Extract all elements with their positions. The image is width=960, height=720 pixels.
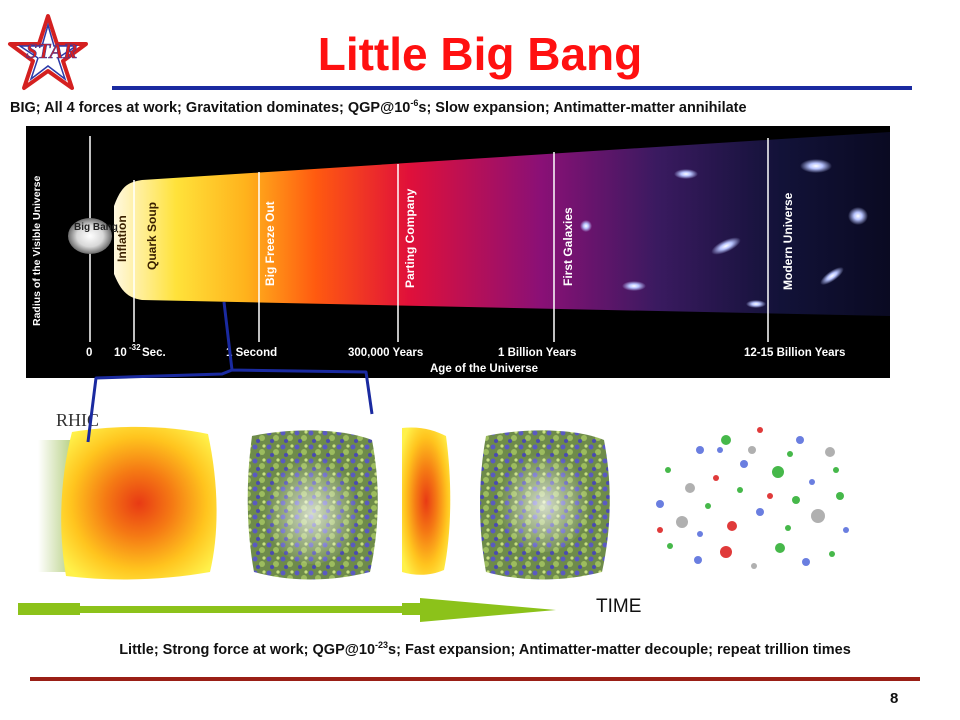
time-arrow-head-icon [420,598,556,622]
little-bang-summary: Little; Strong force at work; QGP@10-23s… [10,640,960,658]
tick-1-billion-years: 1 Billion Years [498,347,576,359]
tick-sec: Sec. [142,347,166,359]
tick-1-second: 1 Second [226,347,277,359]
tick-ten: 10 [114,347,127,359]
universe-timeline-diagram: Radius of the Visible Universe Big Bang … [26,126,890,378]
tick-12-15-billion-years: 12-15 Billion Years [744,347,845,359]
big-summary-pre: BIG; All 4 forces at work; Gravitation d… [10,99,411,116]
plasma-glow [498,448,590,552]
universe-cone [114,132,890,316]
era-label-quark-soup: Quark Soup [145,202,159,270]
time-arrow-segment [402,603,422,615]
time-label: TIME [596,596,642,617]
tick-300000-years: 300,000 Years [348,347,423,359]
star-outline-icon [8,14,88,90]
little-summary-post: s; Fast expansion; Antimatter-matter dec… [388,641,851,658]
galaxies [580,159,868,308]
page-number: 8 [890,690,899,707]
rhic-label: RHIC [56,410,100,430]
tick-0: 0 [86,347,92,359]
time-arrow-shaft [76,606,406,613]
big-bang-icon [68,218,112,254]
fireball-stage [61,426,217,580]
galaxy-icon [800,159,832,173]
little-summary-exponent: -23 [375,640,389,650]
era-label-big-bang: Big Bang [74,222,118,233]
galaxy-icon [848,207,868,225]
galaxy-icon [622,281,646,291]
star-inner-icon [17,22,79,82]
big-bang-summary: BIG; All 4 forces at work; Gravitation d… [10,98,960,116]
logo-text: STAR [26,39,77,63]
galaxy-icon [746,300,766,308]
collision-sequence [18,301,849,622]
galaxy-icon [820,266,844,286]
era-label-inflation: Inflation [115,215,129,262]
title-rule [112,86,912,90]
little-summary-pre: Little; Strong force at work; QGP@10 [119,641,376,658]
big-summary-exponent: -6 [410,98,419,108]
hadron-gas [656,427,849,569]
fireball-partial [402,427,451,575]
y-axis-label: Radius of the Visible Universe [31,175,43,326]
footer-rule [30,677,920,681]
plasma-glow [264,452,360,564]
x-axis-label: Age of the Universe [430,363,538,375]
star-logo: STAR [8,14,88,90]
galaxy-icon [674,169,698,179]
zoom-bracket [86,301,374,443]
era-label-big-freeze-out: Big Freeze Out [263,201,277,286]
time-arrow-segment [18,603,80,615]
slide-title: Little Big Bang [317,28,643,80]
era-dividers [89,136,769,342]
galaxy-icon [711,237,741,255]
era-label-modern-universe: Modern Universe [781,192,795,290]
era-label-parting-company: Parting Company [403,188,417,288]
tick-exponent: -32 [129,343,141,352]
big-summary-post: s; Slow expansion; Antimatter-matter ann… [418,99,747,116]
galaxy-icon [580,220,592,232]
era-label-first-galaxies: First Galaxies [561,207,575,286]
